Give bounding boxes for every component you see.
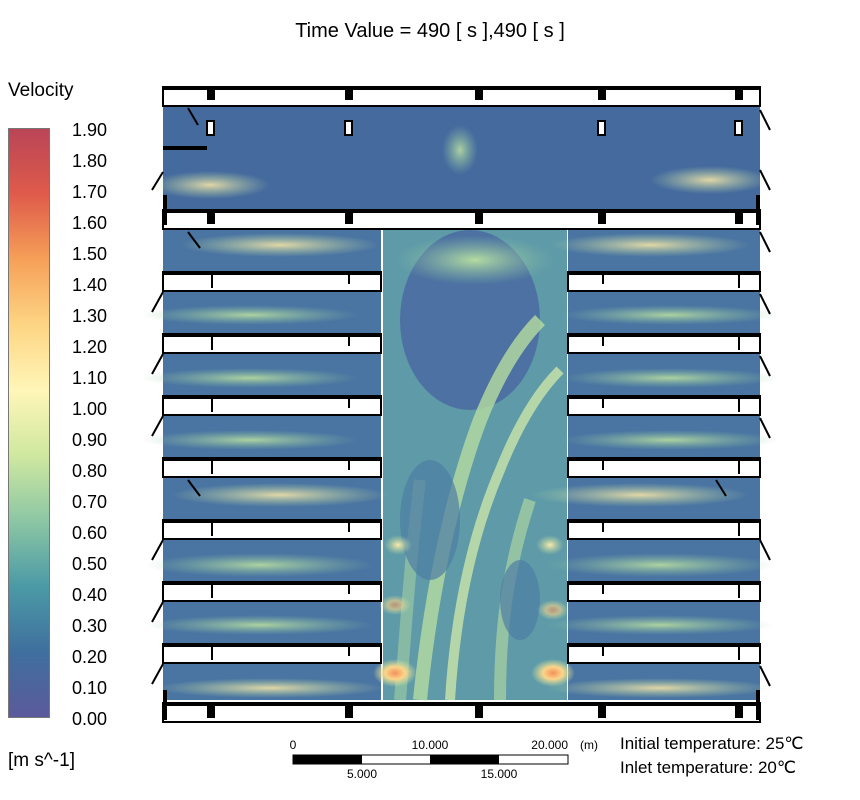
legend-tick: 1.20	[72, 337, 108, 357]
scale-label: 15.000	[481, 767, 518, 781]
facade-louvres	[151, 107, 771, 687]
high-velocity-spots	[373, 535, 575, 687]
legend-tick: 0.80	[72, 461, 108, 481]
slab-edges	[163, 86, 760, 706]
legend-tick: 1.70	[72, 182, 108, 202]
scale-label: 5.000	[347, 767, 377, 781]
legend-tick: 1.30	[72, 306, 108, 326]
scale-label: 20.000	[531, 738, 568, 752]
legend-tick: 0.00	[72, 709, 108, 729]
inlet-temperature-note: Inlet temperature: 20℃	[620, 758, 796, 777]
legend-tick: 1.90	[72, 120, 108, 140]
legend-tick: 0.40	[72, 585, 108, 605]
legend-tick: 0.20	[72, 647, 108, 667]
legend-tick: 0.90	[72, 430, 108, 450]
scale-unit: (m)	[580, 738, 598, 752]
legend-tick: 0.10	[72, 678, 108, 698]
left-wing-flow	[140, 233, 390, 698]
initial-temperature-note: Initial temperature: 25℃	[620, 734, 804, 753]
scale-label: 0	[290, 738, 297, 752]
legend-tick: 0.50	[72, 554, 108, 574]
plot-title: Time Value = 490 [ s ],490 [ s ]	[295, 20, 565, 42]
structural-columns	[163, 88, 760, 720]
legend-tick: 0.60	[72, 523, 108, 543]
top-floor-flow	[150, 125, 770, 199]
legend-title: Velocity	[8, 80, 74, 101]
upper-openings	[206, 120, 743, 136]
legend-tick: 1.40	[72, 275, 108, 295]
legend-tick: 1.00	[72, 399, 108, 419]
velocity-colorbar	[8, 128, 50, 718]
legend-tick: 1.80	[72, 151, 108, 171]
right-wing-flow	[530, 233, 780, 698]
scale-label: 10.000	[412, 738, 449, 752]
legend-tick: 1.10	[72, 368, 108, 388]
legend-tick: 0.30	[72, 616, 108, 636]
legend-tick: 1.50	[72, 244, 108, 264]
legend-tick: 1.60	[72, 213, 108, 233]
slab-studs	[211, 275, 740, 660]
legend-unit: [m s^-1]	[8, 750, 75, 771]
scale-bar: 0 10.000 20.000 (m) 5.000 15.000	[290, 738, 598, 781]
legend-tick: 0.70	[72, 492, 108, 512]
